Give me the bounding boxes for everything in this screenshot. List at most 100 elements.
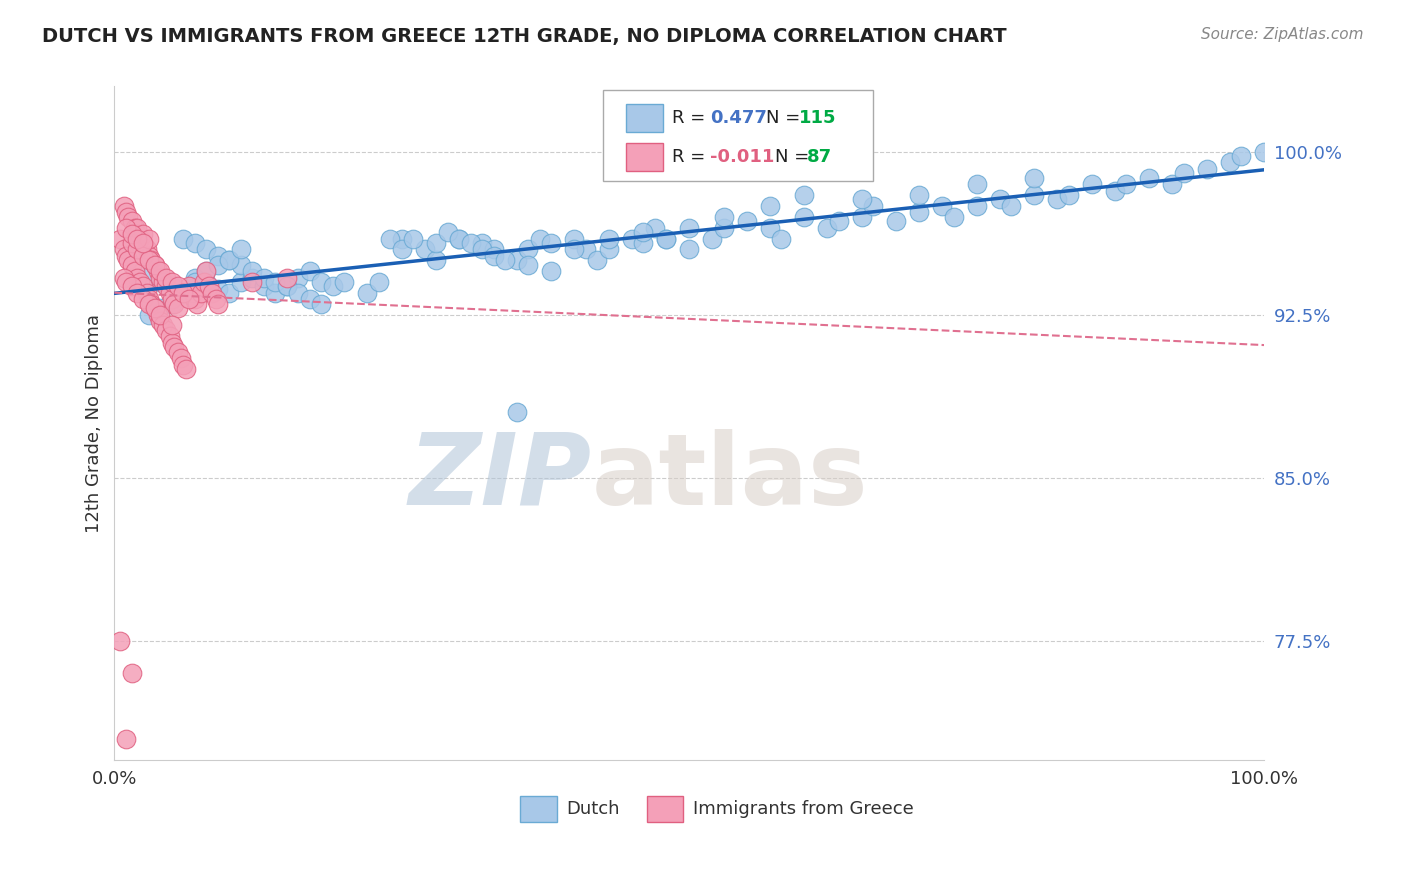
Point (138, 293, 160, 307)
Point (112, 199, 135, 213)
Point (121, 235, 143, 250)
Point (482, 249, 505, 263)
Text: 0.477: 0.477 (710, 109, 766, 128)
Point (884, 214, 907, 228)
Point (471, 235, 494, 250)
Point (179, 293, 201, 307)
Point (190, 285, 212, 300)
Point (218, 285, 240, 300)
Point (207, 258, 229, 272)
Point (1137, 170, 1160, 185)
Point (207, 249, 229, 263)
Point (124, 264, 146, 278)
Point (121, 214, 143, 228)
Point (1115, 177, 1137, 191)
Point (112, 243, 135, 257)
Point (128, 275, 150, 289)
Point (207, 297, 229, 311)
Point (391, 231, 413, 245)
Point (160, 293, 183, 307)
Point (160, 318, 183, 333)
Point (598, 231, 620, 245)
Point (942, 210, 965, 224)
Point (195, 243, 218, 257)
Point (482, 243, 505, 257)
Point (298, 264, 321, 278)
Point (1057, 188, 1080, 202)
Point (851, 193, 873, 207)
Point (425, 253, 447, 268)
Point (276, 279, 298, 293)
Point (117, 210, 139, 224)
Point (1253, 145, 1275, 159)
Point (117, 253, 139, 268)
Point (575, 243, 598, 257)
Point (172, 285, 194, 300)
Point (149, 314, 172, 328)
Point (121, 666, 143, 681)
Point (124, 220, 146, 235)
Point (155, 270, 177, 285)
Point (127, 243, 149, 257)
Text: DUTCH VS IMMIGRANTS FROM GREECE 12TH GRADE, NO DIPLOMA CORRELATION CHART: DUTCH VS IMMIGRANTS FROM GREECE 12TH GRA… (42, 27, 1007, 45)
Text: N =: N = (766, 109, 806, 128)
Point (172, 285, 194, 300)
Point (240, 275, 263, 289)
Point (908, 205, 931, 219)
Point (172, 285, 194, 300)
Point (163, 340, 186, 354)
Point (152, 275, 174, 289)
Point (193, 275, 215, 289)
Point (163, 297, 186, 311)
Point (141, 253, 163, 268)
Point (229, 243, 252, 257)
Point (311, 297, 333, 311)
Point (1230, 149, 1253, 163)
Point (166, 279, 188, 293)
Text: R =: R = (672, 148, 711, 166)
Point (633, 235, 655, 250)
Point (298, 293, 321, 307)
Point (367, 275, 389, 289)
Point (333, 275, 356, 289)
Point (380, 231, 402, 245)
Point (195, 264, 218, 278)
Point (966, 177, 988, 191)
Point (146, 308, 169, 322)
Point (264, 275, 287, 289)
Point (770, 231, 793, 245)
Point (132, 249, 155, 263)
Point (287, 285, 309, 300)
Point (155, 323, 177, 337)
Point (135, 285, 157, 300)
Text: Immigrants from Greece: Immigrants from Greece (693, 800, 914, 818)
Point (195, 275, 218, 289)
Point (437, 225, 460, 239)
Point (1046, 193, 1069, 207)
Point (135, 243, 157, 257)
Point (644, 220, 666, 235)
Point (195, 264, 218, 278)
Point (460, 235, 482, 250)
Point (815, 220, 838, 235)
Y-axis label: 12th Grade, No Diploma: 12th Grade, No Diploma (86, 314, 103, 533)
Point (758, 220, 780, 235)
Point (862, 199, 884, 213)
Point (471, 243, 494, 257)
Point (229, 258, 252, 272)
Point (132, 279, 155, 293)
Point (149, 275, 172, 289)
Point (143, 301, 166, 315)
Point (128, 231, 150, 245)
Point (598, 243, 620, 257)
Text: atlas: atlas (592, 429, 868, 525)
Point (138, 253, 160, 268)
Point (517, 243, 540, 257)
Point (160, 335, 183, 350)
Point (562, 231, 585, 245)
Point (240, 270, 263, 285)
Point (166, 344, 188, 359)
Point (311, 275, 333, 289)
Point (127, 227, 149, 242)
Point (322, 279, 344, 293)
